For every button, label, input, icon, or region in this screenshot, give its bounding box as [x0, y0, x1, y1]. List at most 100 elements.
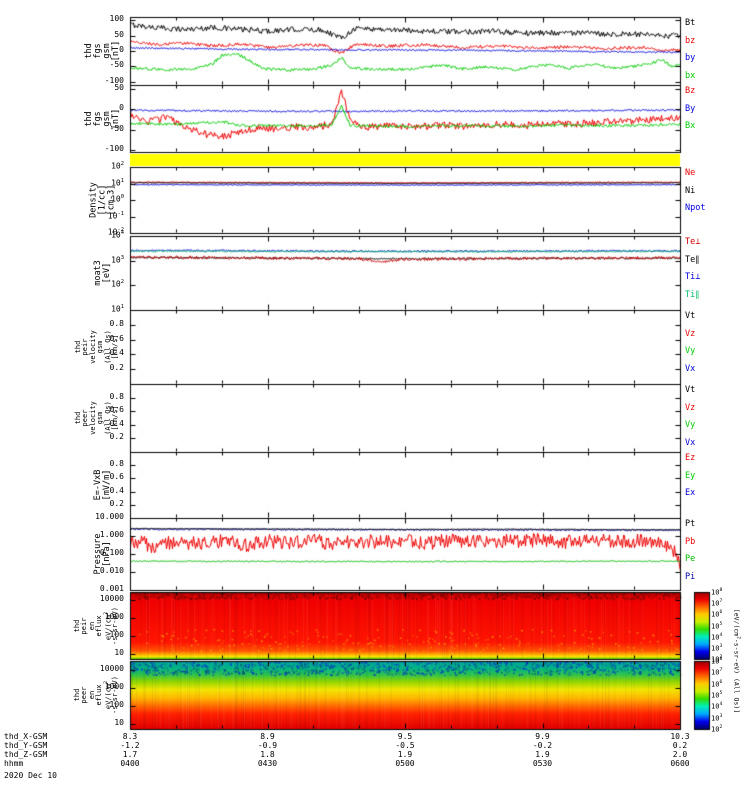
panel-ylabel: thd peir velocity gsm (All Qs) [km/s] — [73, 330, 119, 364]
y-tick-label: 10000 — [99, 594, 124, 604]
trace-label: Bt — [685, 18, 696, 28]
colorbar-tick-label: 104 — [711, 702, 723, 711]
bottom-tick-value: -0.5 — [395, 741, 415, 750]
bottom-tick-value: 1.9 — [397, 750, 413, 759]
y-tick-label: 0.001 — [99, 584, 124, 593]
trace-label: Ey — [685, 470, 696, 481]
trace-label: Bz — [685, 86, 696, 96]
trace-label: Ti⊥ — [685, 272, 701, 282]
panel-ylabel: Pressure [nPa] — [93, 533, 112, 575]
bottom-tick-value: 9.9 — [535, 732, 550, 741]
bottom-row-label: thd_X-GSM — [4, 732, 48, 741]
trace-label: Pe — [685, 554, 696, 564]
colorbar-tick-label: 106 — [711, 610, 723, 619]
y-tick-label: 0.8 — [109, 459, 124, 469]
y-tick-label: 0.6 — [109, 472, 124, 482]
y-tick-label: 10000 — [99, 663, 124, 673]
y-tick-label: 102 — [111, 279, 124, 289]
colorbar-tick-label: 107 — [711, 599, 723, 608]
y-tick-label: 100 — [111, 194, 124, 204]
trace-label: Ex — [685, 488, 696, 498]
bottom-tick-value: 0530 — [532, 759, 553, 768]
bottom-tick-value: 0400 — [120, 759, 140, 768]
trace-label: Npot — [685, 203, 706, 213]
colorbar-tick-label: 107 — [711, 668, 723, 677]
colorbar-label: [eV/(cm2-s-sr-eV) (All Qs)] — [732, 608, 741, 713]
colorbar-tick-label: 102 — [711, 725, 723, 734]
y-tick-label: -50 — [109, 123, 124, 133]
bottom-tick-value: 0500 — [395, 759, 415, 768]
panel-ylabel: thd fgs gsm [nT] — [84, 108, 121, 129]
y-tick-label: 0.8 — [109, 318, 124, 328]
bottom-tick-value: 9.5 — [397, 732, 413, 741]
y-tick-label: 50 — [114, 29, 124, 39]
y-tick-label: 101 — [111, 177, 124, 188]
y-tick-label: 10-1 — [107, 210, 124, 221]
bottom-row-label: hhmm — [4, 759, 24, 768]
bottom-tick-value: 1.7 — [122, 750, 138, 759]
y-tick-label: 0.4 — [109, 485, 124, 495]
colorbar-tick-label: 103 — [711, 713, 723, 722]
panel-ylabel: E=-VxB [mV/m] — [93, 469, 112, 501]
trace-label: Vz — [685, 402, 696, 413]
trace-label: Ne — [685, 168, 696, 178]
bottom-tick-value: 8.9 — [260, 732, 275, 741]
panel-ylabel: moat3 [eV] — [93, 260, 112, 286]
y-tick-label: 0.010 — [99, 566, 124, 575]
y-tick-label: 0.2 — [109, 498, 124, 508]
bottom-tick-value: 1.9 — [535, 750, 550, 759]
y-tick-label: 101 — [111, 304, 124, 314]
trace-label: Te∥ — [685, 254, 700, 265]
y-tick-label: 0.6 — [109, 405, 124, 415]
bottom-tick-value: 10.3 — [670, 732, 690, 741]
y-tick-label: 104 — [111, 230, 124, 240]
colorbar-tick-label: 105 — [711, 621, 723, 630]
trace-label: Pb — [685, 536, 696, 547]
trace-label: Pt — [685, 519, 696, 529]
y-tick-label: -100 — [104, 75, 124, 85]
y-tick-label: 1.000 — [99, 530, 124, 539]
bottom-row-label: thd_Z-GSM — [4, 750, 48, 759]
bottom-tick-value: 8.3 — [122, 732, 138, 741]
bottom-tick-value: 0600 — [670, 759, 690, 768]
trace-label: Vy — [685, 420, 696, 430]
panel-ylabel: thd peer velocity gsm (All Qs) [km/s] — [73, 401, 119, 435]
trace-label: Pi — [685, 571, 696, 582]
colorbar-tick-label: 103 — [711, 643, 723, 653]
panel-ylabel: thd peir en eflux eV/(cm2 -s-sr-eV) — [73, 606, 120, 645]
y-tick-label: 0.2 — [109, 432, 124, 442]
y-tick-label: 103 — [111, 254, 124, 265]
y-tick-label: 100 — [109, 14, 124, 24]
trace-label: Bx — [685, 121, 696, 131]
y-tick-label: -50 — [109, 60, 124, 70]
bottom-tick-value: -0.9 — [257, 741, 278, 750]
y-tick-label: 102 — [111, 161, 124, 171]
trace-label: bz — [685, 35, 696, 46]
y-tick-label: 0.4 — [109, 348, 124, 358]
colorbar-tick-label: 106 — [711, 679, 723, 688]
y-tick-label: 10.000 — [95, 512, 124, 521]
y-tick-label: 0.2 — [109, 363, 124, 373]
bottom-tick-value: 2.0 — [672, 750, 688, 759]
trace-label: Ni — [685, 185, 696, 196]
y-tick-label: 0 — [119, 103, 124, 113]
panel-ylabel: Density [1/cc] [cm-3] — [88, 182, 117, 218]
bottom-row-label: thd_Y-GSM — [4, 741, 48, 750]
panel-ylabel: thd fgs gsm [nT] — [84, 40, 121, 62]
date-label: 2020 Dec 10 — [4, 771, 57, 780]
bottom-tick-value: 0430 — [257, 759, 278, 768]
y-tick-label: 0.8 — [109, 391, 124, 401]
y-tick-label: 50 — [114, 83, 124, 93]
bottom-tick-value: 1.8 — [260, 750, 275, 759]
trace-label: Vt — [685, 385, 696, 395]
colorbar-tick-label: 108 — [711, 588, 723, 597]
bottom-tick-value: -0.2 — [532, 741, 553, 750]
colorbar-tick-label: 108 — [711, 657, 723, 666]
trace-label: bx — [685, 70, 696, 81]
y-tick-label: 10 — [114, 647, 124, 657]
trace-label: Vx — [685, 363, 696, 374]
panel-ylabel: thd peer en eflux eV/(cm2 -s-sr-eV) — [73, 676, 120, 714]
colorbar-tick-label: 105 — [711, 691, 723, 700]
